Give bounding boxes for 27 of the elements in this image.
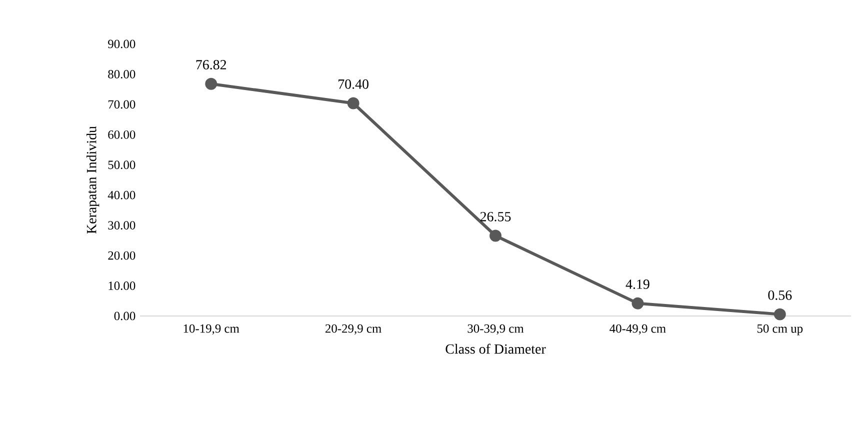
y-tick-label: 30.00: [108, 221, 136, 230]
point: [347, 97, 360, 110]
data-label: 26.55: [480, 212, 511, 222]
point: [632, 297, 644, 310]
point: [490, 230, 502, 242]
x-tick-label: 30-39,9 cm: [468, 324, 524, 335]
data-label: 76.82: [196, 60, 226, 70]
y-tick-label: 90.00: [108, 40, 136, 48]
data-label: 70.40: [338, 79, 368, 89]
y-tick-label: 50.00: [108, 160, 136, 170]
y-tick-label: 10.00: [108, 282, 136, 290]
y-tick-label: 20.00: [108, 251, 136, 260]
y-tick-label: 0.00: [114, 312, 136, 320]
y-tick-label: 60.00: [108, 130, 136, 139]
y-tick-label: 80.00: [108, 70, 136, 78]
x-tick-label: 40-49,9 cm: [610, 324, 666, 335]
x-tick-label: 20-29,9 cm: [325, 324, 382, 335]
x-tick-label: 10-19,9 cm: [184, 324, 240, 335]
x-axis-title: Class of Diameter: [446, 344, 546, 354]
y-tick-label: 40.00: [108, 190, 136, 200]
x-tick-label: 50 cm up: [757, 324, 803, 336]
y-axis-title: Kerapatan Individu: [86, 126, 100, 234]
y-tick-label: 70.00: [108, 100, 136, 109]
point: [774, 308, 786, 320]
data-label: 4.19: [626, 280, 650, 289]
point: [205, 78, 218, 90]
data-label: 0.56: [768, 290, 792, 300]
